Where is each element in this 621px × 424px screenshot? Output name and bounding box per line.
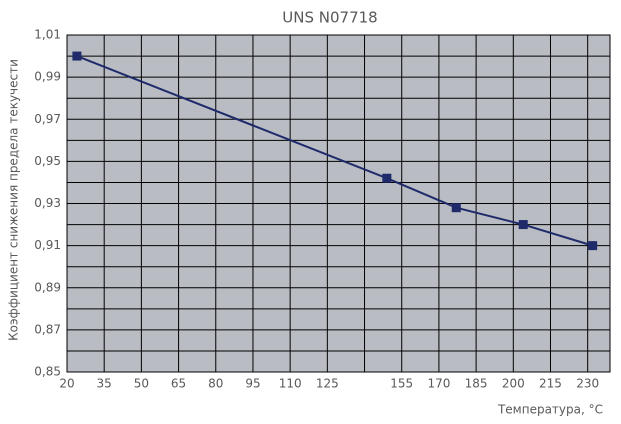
y-tick-label: 0,89 [34,280,61,294]
x-tick-label: 50 [134,377,149,391]
y-axis-label: Коэффициент снижения предела текучести [7,59,21,341]
x-tick-label: 200 [502,377,525,391]
y-tick-label: 0,95 [34,154,61,168]
x-tick-label: 35 [97,377,112,391]
point-marker [451,203,461,213]
x-tick-label: 110 [279,377,302,391]
x-tick-label: 215 [539,377,562,391]
x-tick-label: 80 [208,377,223,391]
plot-border [66,34,611,373]
x-axis-label: Температура, °C [497,403,603,417]
x-tick-label: 65 [171,377,186,391]
x-tick-label: 95 [245,377,260,391]
y-tick-label: 0,97 [34,112,61,126]
x-tick-label: 230 [576,377,599,391]
point-marker [382,173,392,183]
x-tick-label: 20 [59,377,74,391]
point-marker [588,241,598,251]
x-tick-label: 125 [316,377,339,391]
y-tick-label: 0,87 [34,322,61,336]
y-tick-label: 1,01 [34,28,61,42]
x-tick-label: 155 [390,377,413,391]
chart-title: UNS N07718 [282,9,377,27]
x-tick-label: 185 [465,377,488,391]
y-tick-label: 0,99 [34,70,61,84]
x-tick-label: 170 [427,377,450,391]
point-marker [518,220,528,230]
y-tick-label: 0,91 [34,238,61,252]
y-tick-label: 0,85 [34,365,61,379]
point-marker [72,51,82,61]
y-tick-label: 0,93 [34,196,61,210]
